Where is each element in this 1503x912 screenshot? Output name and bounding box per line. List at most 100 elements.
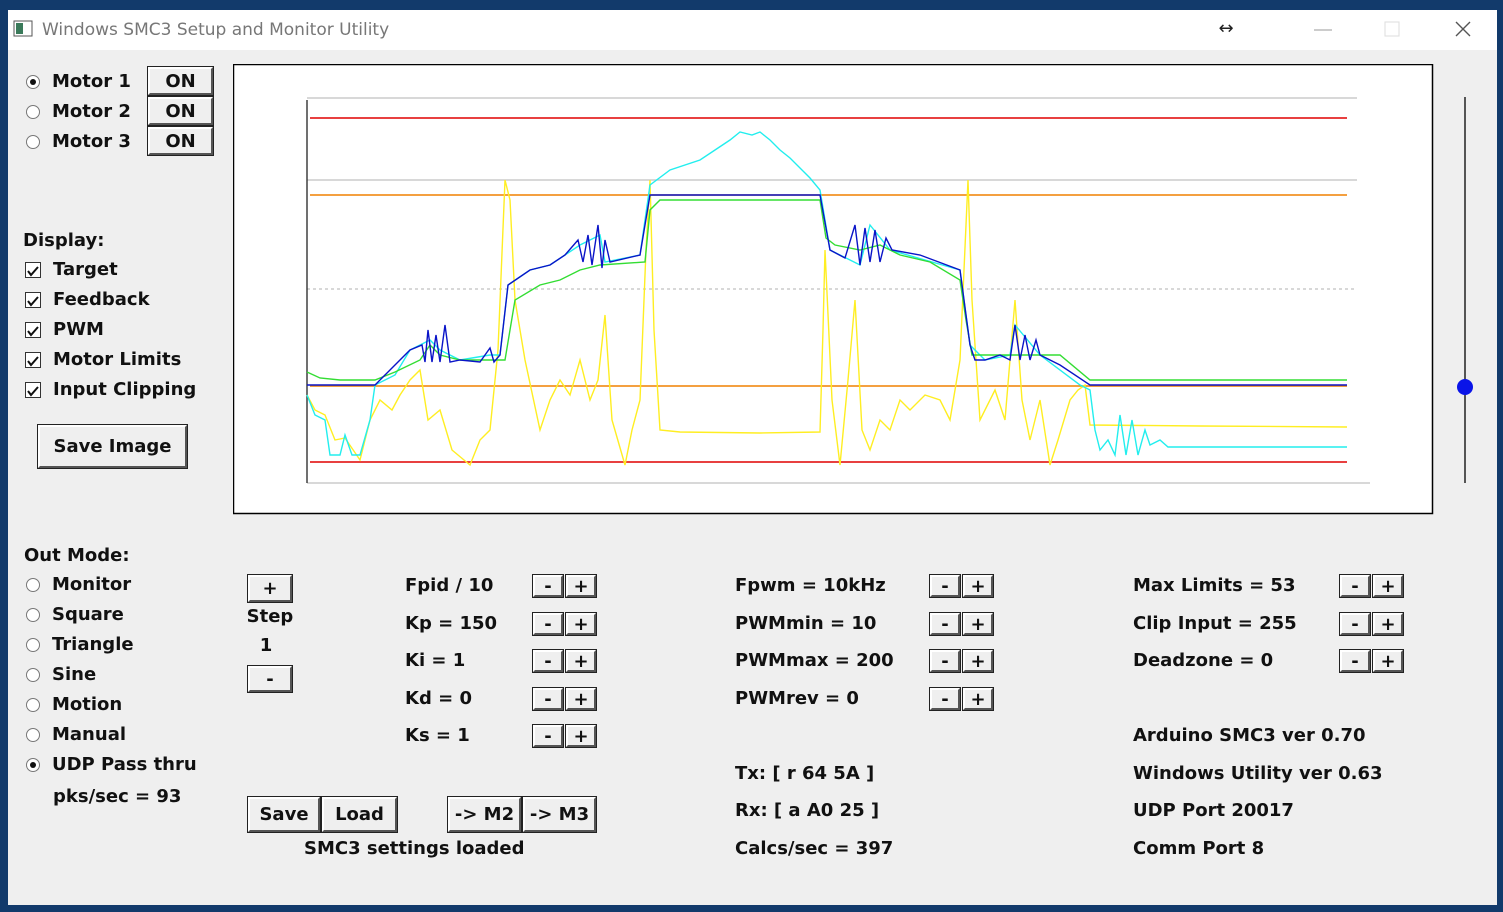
- minus-button[interactable]: -: [1339, 574, 1371, 598]
- check-mark: [27, 356, 39, 367]
- close[interactable]: [1455, 21, 1471, 37]
- display-heading: Display:: [23, 230, 105, 251]
- radio-button[interactable]: [26, 728, 40, 742]
- radio-button[interactable]: [26, 668, 40, 682]
- title-bar: ↔ Windows SMC3 Setup and Monitor Utility: [8, 10, 1497, 50]
- load-button[interactable]: Load: [321, 796, 398, 833]
- plus-button[interactable]: +: [962, 687, 994, 711]
- display-option: Motor Limits: [53, 349, 182, 370]
- minus-button[interactable]: -: [929, 574, 961, 598]
- maximize[interactable]: [1384, 21, 1400, 37]
- motor-label: Motor 3: [52, 131, 131, 152]
- motor-label: Motor 2: [52, 101, 131, 122]
- plus-button[interactable]: +: [1372, 649, 1404, 673]
- plus-button[interactable]: +: [962, 574, 994, 598]
- minus-button[interactable]: -: [532, 724, 564, 748]
- minus-button[interactable]: -: [929, 687, 961, 711]
- radio-button[interactable]: [26, 75, 40, 89]
- plus-button[interactable]: +: [1372, 612, 1404, 636]
- version-info: Comm Port 8: [1133, 838, 1265, 859]
- radio-button[interactable]: [26, 608, 40, 622]
- comm-status: Calcs/sec = 397: [735, 838, 894, 859]
- radio-button[interactable]: [26, 698, 40, 712]
- plus-button[interactable]: +: [565, 574, 597, 598]
- pid-setting: Kd = 0: [405, 688, 472, 709]
- display-option: Input Clipping: [53, 379, 197, 400]
- limit-setting: Clip Input = 255: [1133, 613, 1297, 634]
- minus-button[interactable]: -: [532, 649, 564, 673]
- display-option: Target: [53, 259, 118, 280]
- copy-to-m2-button[interactable]: -> M2: [447, 796, 522, 833]
- minus-button[interactable]: -: [929, 612, 961, 636]
- plus-button[interactable]: +: [1372, 574, 1404, 598]
- minus-button[interactable]: -: [929, 649, 961, 673]
- resize-icon: ↔: [1218, 18, 1233, 39]
- window-title: Windows SMC3 Setup and Monitor Utility: [42, 20, 390, 40]
- comm-status: Tx: [ r 64 5A ]: [735, 763, 875, 784]
- step-plus[interactable]: +: [247, 574, 293, 603]
- radio-button[interactable]: [26, 135, 40, 149]
- checkbox[interactable]: [25, 352, 41, 368]
- status-message: SMC3 settings loaded: [304, 838, 525, 859]
- radio-button[interactable]: [26, 758, 40, 772]
- checkbox[interactable]: [25, 382, 41, 398]
- motor-on-button[interactable]: ON: [147, 126, 214, 156]
- minus-button[interactable]: -: [1339, 649, 1371, 673]
- display-option: Feedback: [53, 289, 150, 310]
- pwm-trace: [306, 179, 1348, 467]
- pid-setting: Kp = 150: [405, 613, 498, 634]
- out-mode-option: Sine: [52, 664, 97, 685]
- minus-button[interactable]: -: [532, 612, 564, 636]
- plus-button[interactable]: +: [962, 649, 994, 673]
- out-mode-option: Monitor: [52, 574, 132, 595]
- minus-button[interactable]: -: [532, 687, 564, 711]
- checkbox[interactable]: [25, 292, 41, 308]
- version-info: Arduino SMC3 ver 0.70: [1133, 725, 1366, 746]
- plus-button[interactable]: +: [565, 612, 597, 636]
- radio-button[interactable]: [26, 105, 40, 119]
- slider[interactable]: [1455, 95, 1477, 487]
- pwm-setting: PWMrev = 0: [735, 688, 859, 709]
- save-image-button[interactable]: Save Image: [37, 424, 188, 469]
- motor-on-button[interactable]: ON: [147, 96, 214, 126]
- out-mode-heading: Out Mode:: [24, 545, 130, 566]
- pwm-setting: PWMmin = 10: [735, 613, 877, 634]
- feedback-trace: [306, 131, 1347, 458]
- plus-button[interactable]: +: [565, 649, 597, 673]
- radio-button[interactable]: [26, 638, 40, 652]
- minus-button[interactable]: -: [532, 574, 564, 598]
- checkbox[interactable]: [25, 262, 41, 278]
- limit-setting: Max Limits = 53: [1133, 575, 1296, 596]
- slider-thumb[interactable]: [1457, 379, 1473, 395]
- app-icon-part: [16, 23, 23, 34]
- target-trace: [306, 199, 1347, 381]
- title-controls: ↔: [13, 18, 1471, 39]
- step-minus[interactable]: -: [247, 665, 293, 693]
- plot: [233, 64, 1434, 515]
- display-option: PWM: [53, 319, 104, 340]
- out-mode-option: Manual: [52, 724, 127, 745]
- plus-button[interactable]: +: [962, 612, 994, 636]
- plus-button[interactable]: +: [565, 724, 597, 748]
- check-mark: [27, 326, 39, 337]
- out-mode-option: Motion: [52, 694, 123, 715]
- motor-on-button[interactable]: ON: [147, 66, 214, 96]
- minus-button[interactable]: -: [1339, 612, 1371, 636]
- step-label: Step: [246, 606, 294, 627]
- radio-button[interactable]: [26, 578, 40, 592]
- plus-button[interactable]: +: [565, 687, 597, 711]
- motor-label: Motor 1: [52, 71, 131, 92]
- checkbox[interactable]: [25, 322, 41, 338]
- limit-setting: Deadzone = 0: [1133, 650, 1274, 671]
- plot-frame: [233, 64, 1434, 515]
- out-mode-option: UDP Pass thru: [52, 754, 197, 775]
- check-mark: [27, 386, 39, 397]
- step-value: 1: [259, 635, 273, 656]
- copy-to-m3-button[interactable]: -> M3: [522, 796, 597, 833]
- save-button[interactable]: Save: [247, 796, 321, 833]
- comm-status: Rx: [ a A0 25 ]: [735, 800, 880, 821]
- packet-rate: pks/sec = 93: [53, 786, 182, 807]
- pid-setting: Ks = 1: [405, 725, 470, 746]
- out-mode-option: Triangle: [52, 634, 134, 655]
